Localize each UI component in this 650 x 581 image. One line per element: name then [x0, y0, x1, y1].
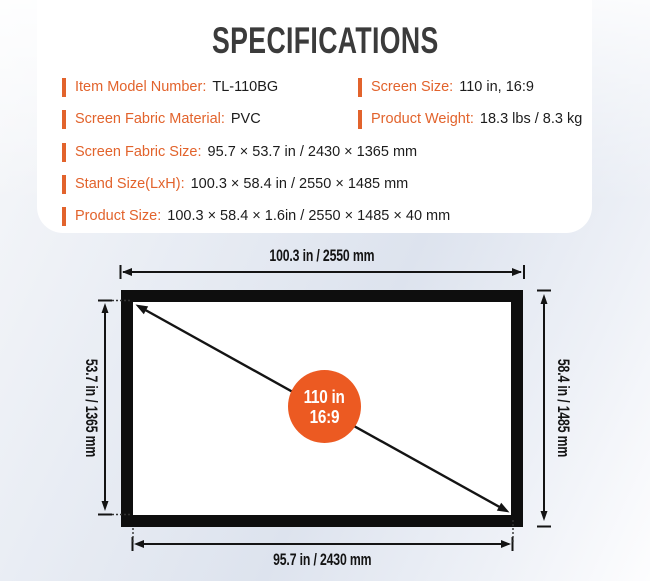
spec-label: Screen Fabric Material:: [75, 111, 225, 127]
spec-row-screen-fabric-material: Screen Fabric Material: PVC: [62, 109, 261, 129]
spec-row-stand-size: Stand Size(LxH): 100.3 × 58.4 in / 2550 …: [62, 174, 408, 194]
spec-row-screen-size: Screen Size: 110 in, 16:9: [358, 77, 534, 97]
spec-value: 18.3 lbs / 8.3 kg: [479, 111, 583, 127]
spec-accent-bar: [358, 77, 362, 97]
spec-accent-bar: [62, 174, 66, 194]
diagonal-size-badge: 110 in 16:9: [288, 370, 361, 443]
spec-label: Product Weight:: [371, 111, 474, 127]
dimension-label-top: 100.3 in / 2550 mm: [269, 246, 375, 265]
spec-accent-bar: [62, 206, 66, 226]
spec-accent-bar: [62, 142, 66, 162]
spec-label: Screen Size:: [371, 79, 454, 95]
spec-value: 100.3 × 58.4 in / 2550 × 1485 mm: [190, 176, 409, 192]
spec-row-product-size: Product Size: 100.3 × 58.4 × 1.6in / 255…: [62, 206, 450, 226]
dimension-label-bottom: 95.7 in / 2430 mm: [272, 550, 372, 569]
spec-row-item-model-number: Item Model Number: TL-110BG: [62, 77, 278, 97]
spec-row-screen-fabric-size: Screen Fabric Size: 95.7 × 53.7 in / 243…: [62, 142, 417, 162]
badge-aspect-ratio: 16:9: [309, 406, 340, 427]
spec-accent-bar: [358, 109, 362, 129]
dimension-label-right: 58.4 in / 1485 mm: [554, 358, 573, 458]
spec-label: Screen Fabric Size:: [75, 144, 202, 160]
spec-accent-bar: [62, 77, 66, 97]
spec-card: [37, 0, 592, 233]
dimension-label-left: 53.7 in / 1365 mm: [82, 358, 101, 458]
spec-value: TL-110BG: [212, 79, 279, 95]
spec-value: PVC: [230, 111, 261, 127]
badge-diagonal-size: 110 in: [303, 386, 346, 407]
spec-value: 100.3 × 58.4 × 1.6in / 2550 × 1485 × 40 …: [167, 208, 451, 224]
page-title-text: SPECIFICATIONS: [211, 20, 439, 61]
spec-label: Item Model Number:: [75, 79, 207, 95]
spec-value: 110 in, 16:9: [459, 79, 534, 95]
page-title: SPECIFICATIONS: [0, 20, 650, 62]
spec-value: 95.7 × 53.7 in / 2430 × 1365 mm: [207, 144, 418, 160]
spec-label: Stand Size(LxH):: [75, 176, 185, 192]
spec-accent-bar: [62, 109, 66, 129]
spec-row-product-weight: Product Weight: 18.3 lbs / 8.3 kg: [358, 109, 582, 129]
spec-label: Product Size:: [75, 208, 162, 224]
